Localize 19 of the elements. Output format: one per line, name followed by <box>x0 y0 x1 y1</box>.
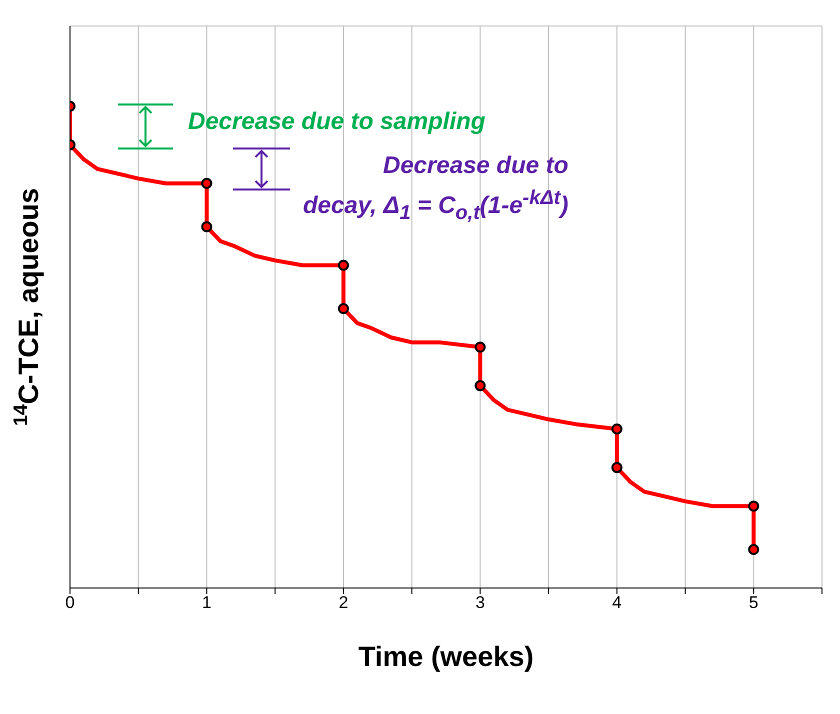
point <box>338 303 349 314</box>
x-tick-label: 1 <box>202 593 212 612</box>
annotation: Decrease due to decay, Δ$_{1}$ = C$_{o,t}$(1-e$^{-kΔt}$) <box>303 151 568 226</box>
x-tick-label: 4 <box>612 593 622 612</box>
x-tick-label: 3 <box>475 593 485 612</box>
point <box>201 178 212 189</box>
point <box>474 342 486 353</box>
x-tick-label: 2 <box>338 593 348 612</box>
point <box>474 380 486 392</box>
point <box>611 424 622 435</box>
point <box>748 544 760 555</box>
x-tick-label: 0 <box>65 593 75 612</box>
annotation: Decrease due to sampling <box>188 108 486 136</box>
point <box>611 462 622 474</box>
x-axis-title: Time (weeks) <box>358 641 534 672</box>
point <box>338 260 349 271</box>
point <box>201 221 212 232</box>
point <box>748 500 760 512</box>
x-tick-label: 5 <box>748 593 758 612</box>
